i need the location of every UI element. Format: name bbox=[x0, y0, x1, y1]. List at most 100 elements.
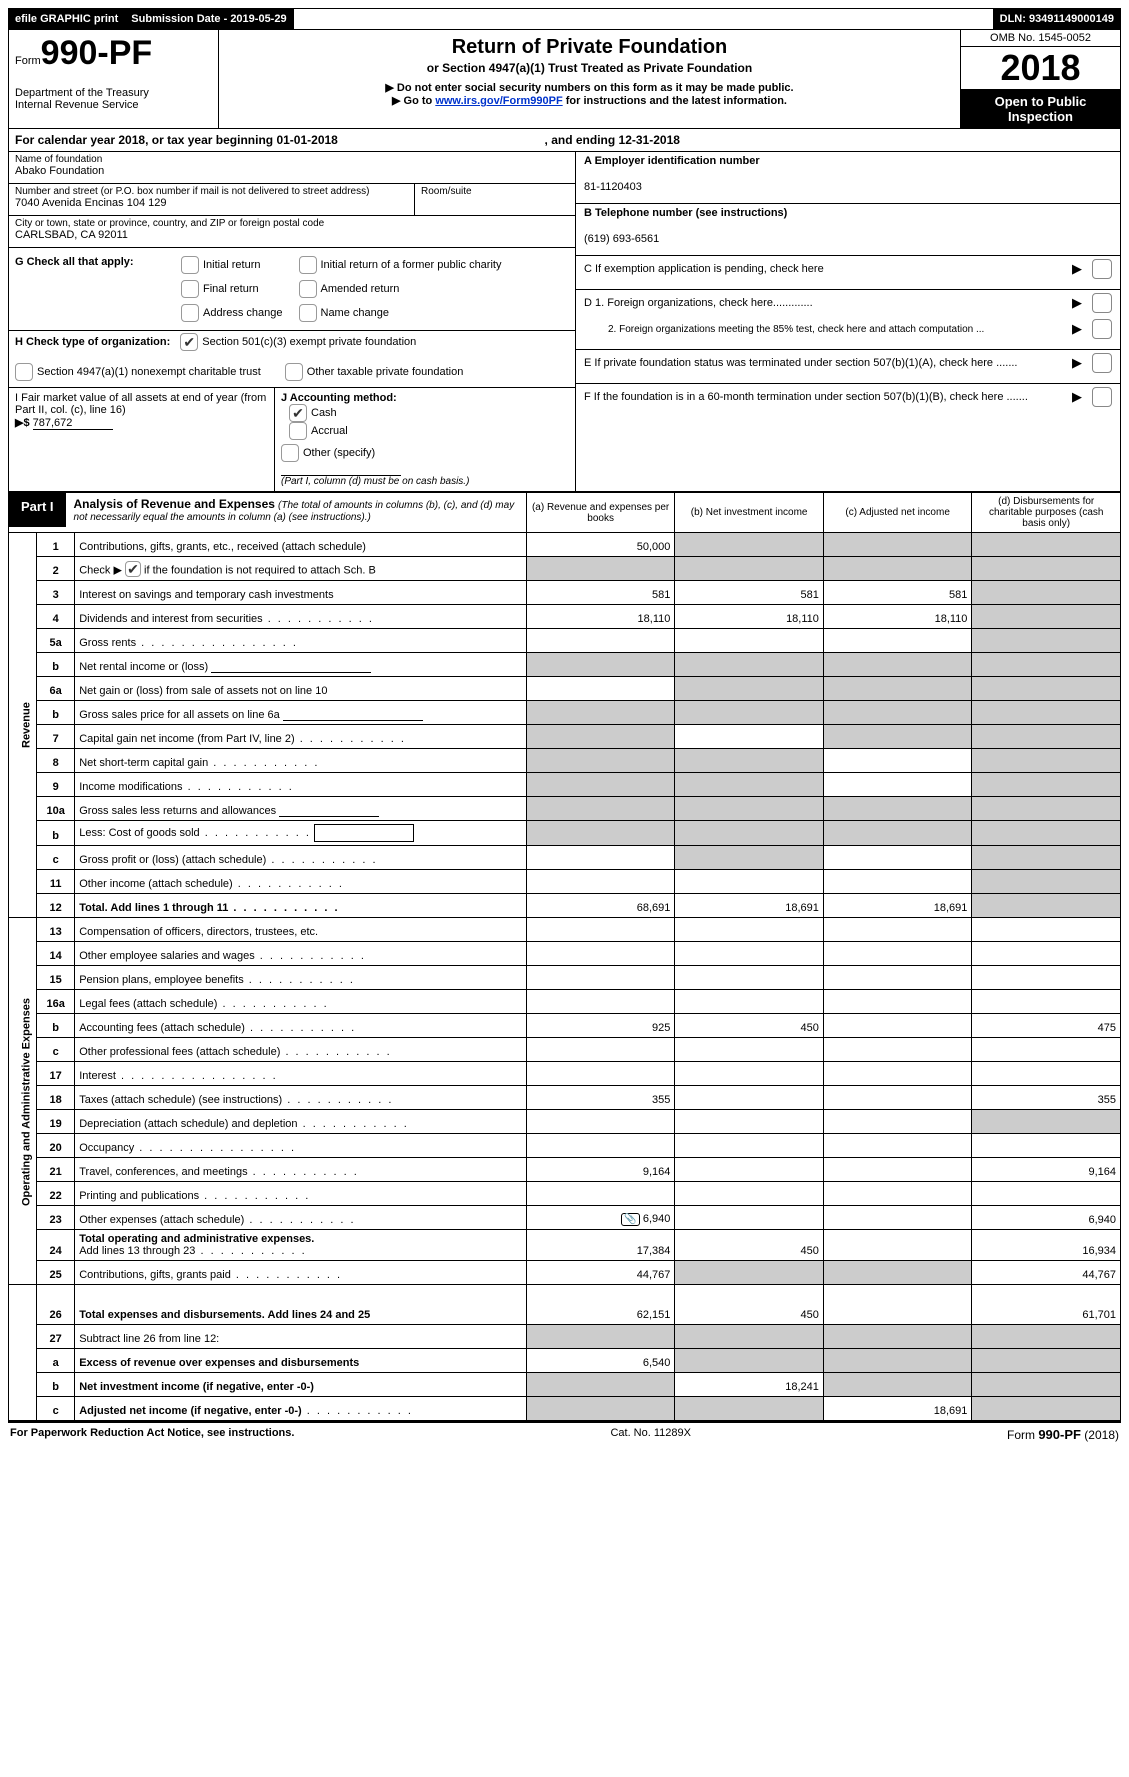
g-address-checkbox[interactable] bbox=[181, 304, 199, 322]
d1-checkbox[interactable] bbox=[1092, 293, 1112, 313]
foundation-name-cell: Name of foundation Abako Foundation bbox=[9, 152, 575, 184]
row-7-num: 7 bbox=[37, 725, 75, 749]
address-row: Number and street (or P.O. box number if… bbox=[9, 184, 575, 216]
irs-link-line: ▶ Go to www.irs.gov/Form990PF for instru… bbox=[225, 94, 954, 107]
cal-mid: , and ending bbox=[545, 133, 619, 147]
row-4-b: 18,110 bbox=[675, 605, 824, 629]
g-name-change-checkbox[interactable] bbox=[299, 304, 317, 322]
row-16b-b: 450 bbox=[675, 1014, 824, 1038]
cal-prefix: For calendar year 2018, or tax year begi… bbox=[15, 133, 276, 147]
row-24-desc: Total operating and administrative expen… bbox=[75, 1230, 527, 1261]
form-subtitle: or Section 4947(a)(1) Trust Treated as P… bbox=[225, 61, 954, 75]
g-address-label: Address change bbox=[203, 307, 283, 319]
row-16b-num: b bbox=[37, 1014, 75, 1038]
j-label: J Accounting method: bbox=[281, 392, 397, 404]
row-24-a: 17,384 bbox=[526, 1230, 675, 1261]
row-21-desc: Travel, conferences, and meetings bbox=[75, 1158, 527, 1182]
row-25-desc: Contributions, gifts, grants paid bbox=[75, 1261, 527, 1285]
e-label: E If private foundation status was termi… bbox=[584, 357, 1018, 369]
row-10b-desc: Less: Cost of goods sold bbox=[75, 821, 527, 846]
g-initial-checkbox[interactable] bbox=[181, 256, 199, 274]
row-13-num: 13 bbox=[37, 918, 75, 942]
row-27c-c: 18,691 bbox=[823, 1397, 972, 1421]
footer: For Paperwork Reduction Act Notice, see … bbox=[8, 1421, 1121, 1446]
ssn-warning: ▶ Do not enter social security numbers o… bbox=[225, 81, 954, 94]
h-501c3-label: Section 501(c)(3) exempt private foundat… bbox=[202, 336, 416, 348]
sch-b-checkbox[interactable]: ✔ bbox=[125, 561, 141, 577]
row-27b-b: 18,241 bbox=[675, 1373, 824, 1397]
row-26-num: 26 bbox=[37, 1285, 75, 1325]
dln-label: DLN: 93491149000149 bbox=[994, 9, 1120, 29]
row-3-desc: Interest on savings and temporary cash i… bbox=[75, 581, 527, 605]
h-4947-checkbox[interactable] bbox=[15, 363, 33, 381]
row-1-c bbox=[823, 533, 972, 557]
row-18-desc: Taxes (attach schedule) (see instruction… bbox=[75, 1086, 527, 1110]
g-initial-label: Initial return bbox=[203, 259, 260, 271]
h-other-checkbox[interactable] bbox=[285, 363, 303, 381]
g-final-label: Final return bbox=[203, 283, 259, 295]
irs-form-link[interactable]: www.irs.gov/Form990PF bbox=[435, 95, 562, 107]
addr-label: Number and street (or P.O. box number if… bbox=[15, 186, 408, 197]
row-1-d bbox=[972, 533, 1121, 557]
row-16c-num: c bbox=[37, 1038, 75, 1062]
row-25-a: 44,767 bbox=[526, 1261, 675, 1285]
c-checkbox[interactable] bbox=[1092, 259, 1112, 279]
row-4-a: 18,110 bbox=[526, 605, 675, 629]
row-23-num: 23 bbox=[37, 1206, 75, 1230]
e-row: E If private foundation status was termi… bbox=[576, 350, 1120, 384]
row-12-desc: Total. Add lines 1 through 11 bbox=[75, 894, 527, 918]
d2-checkbox[interactable] bbox=[1092, 319, 1112, 339]
row-26-desc: Total expenses and disbursements. Add li… bbox=[75, 1285, 527, 1325]
g-initial-former-checkbox[interactable] bbox=[299, 256, 317, 274]
row-10a-num: 10a bbox=[37, 797, 75, 821]
row-11-num: 11 bbox=[37, 870, 75, 894]
row-23-a: 📎 6,940 bbox=[526, 1206, 675, 1230]
arrow-icon: ▶ bbox=[1072, 261, 1082, 277]
g-name-change-label: Name change bbox=[321, 307, 390, 319]
c-exemption-row: C If exemption application is pending, c… bbox=[576, 256, 1120, 290]
header-row: Form990-PF Department of the Treasury In… bbox=[8, 30, 1121, 129]
j-accrual-checkbox[interactable] bbox=[289, 422, 307, 440]
h-501c3-checkbox[interactable]: ✔ bbox=[180, 333, 198, 351]
g-final-checkbox[interactable] bbox=[181, 280, 199, 298]
row-26-d: 61,701 bbox=[972, 1285, 1121, 1325]
tax-year: 2018 bbox=[961, 47, 1120, 90]
name-label: Name of foundation bbox=[15, 154, 569, 165]
phone-value: (619) 693-6561 bbox=[584, 233, 659, 245]
j-other-checkbox[interactable] bbox=[281, 444, 299, 462]
g-initial-former-label: Initial return of a former public charit… bbox=[321, 259, 502, 271]
row-15-num: 15 bbox=[37, 966, 75, 990]
row-1-desc: Contributions, gifts, grants, etc., rece… bbox=[75, 533, 527, 557]
j-cash-checkbox[interactable]: ✔ bbox=[289, 404, 307, 422]
row-18-a: 355 bbox=[526, 1086, 675, 1110]
row-27c-num: c bbox=[37, 1397, 75, 1421]
row-27-num: 27 bbox=[37, 1325, 75, 1349]
j-accrual-label: Accrual bbox=[311, 425, 348, 437]
info-right: A Employer identification number 81-1120… bbox=[575, 152, 1120, 491]
phone-label: B Telephone number (see instructions) bbox=[584, 207, 787, 219]
j-cell: J Accounting method: ✔ Cash Accrual Othe… bbox=[275, 388, 575, 491]
row-4-desc: Dividends and interest from securities bbox=[75, 605, 527, 629]
g-amended-checkbox[interactable] bbox=[299, 280, 317, 298]
e-checkbox[interactable] bbox=[1092, 353, 1112, 373]
g-check-row: G Check all that apply: Initial return F… bbox=[9, 248, 575, 331]
g-label: G Check all that apply: bbox=[15, 256, 165, 322]
row-12-b: 18,691 bbox=[675, 894, 824, 918]
col-d-header: (d) Disbursements for charitable purpose… bbox=[972, 493, 1121, 533]
j-cash-label: Cash bbox=[311, 407, 337, 419]
row-10b-num: b bbox=[37, 821, 75, 846]
calendar-year-line: For calendar year 2018, or tax year begi… bbox=[8, 129, 1121, 152]
part1-header-row: Part I Analysis of Revenue and Expenses … bbox=[9, 493, 1121, 533]
row-5b-num: b bbox=[37, 653, 75, 677]
row-16b-a: 925 bbox=[526, 1014, 675, 1038]
h-4947-label: Section 4947(a)(1) nonexempt charitable … bbox=[37, 366, 261, 378]
f-checkbox[interactable] bbox=[1092, 387, 1112, 407]
row-19-num: 19 bbox=[37, 1110, 75, 1134]
phone-cell: B Telephone number (see instructions) (6… bbox=[576, 204, 1120, 256]
row-15-desc: Pension plans, employee benefits bbox=[75, 966, 527, 990]
attachment-icon[interactable]: 📎 bbox=[621, 1213, 639, 1226]
row-1-a: 50,000 bbox=[526, 533, 675, 557]
city-value: CARLSBAD, CA 92011 bbox=[15, 229, 569, 241]
room-cell: Room/suite bbox=[415, 184, 575, 215]
omb-number: OMB No. 1545-0052 bbox=[961, 30, 1120, 47]
